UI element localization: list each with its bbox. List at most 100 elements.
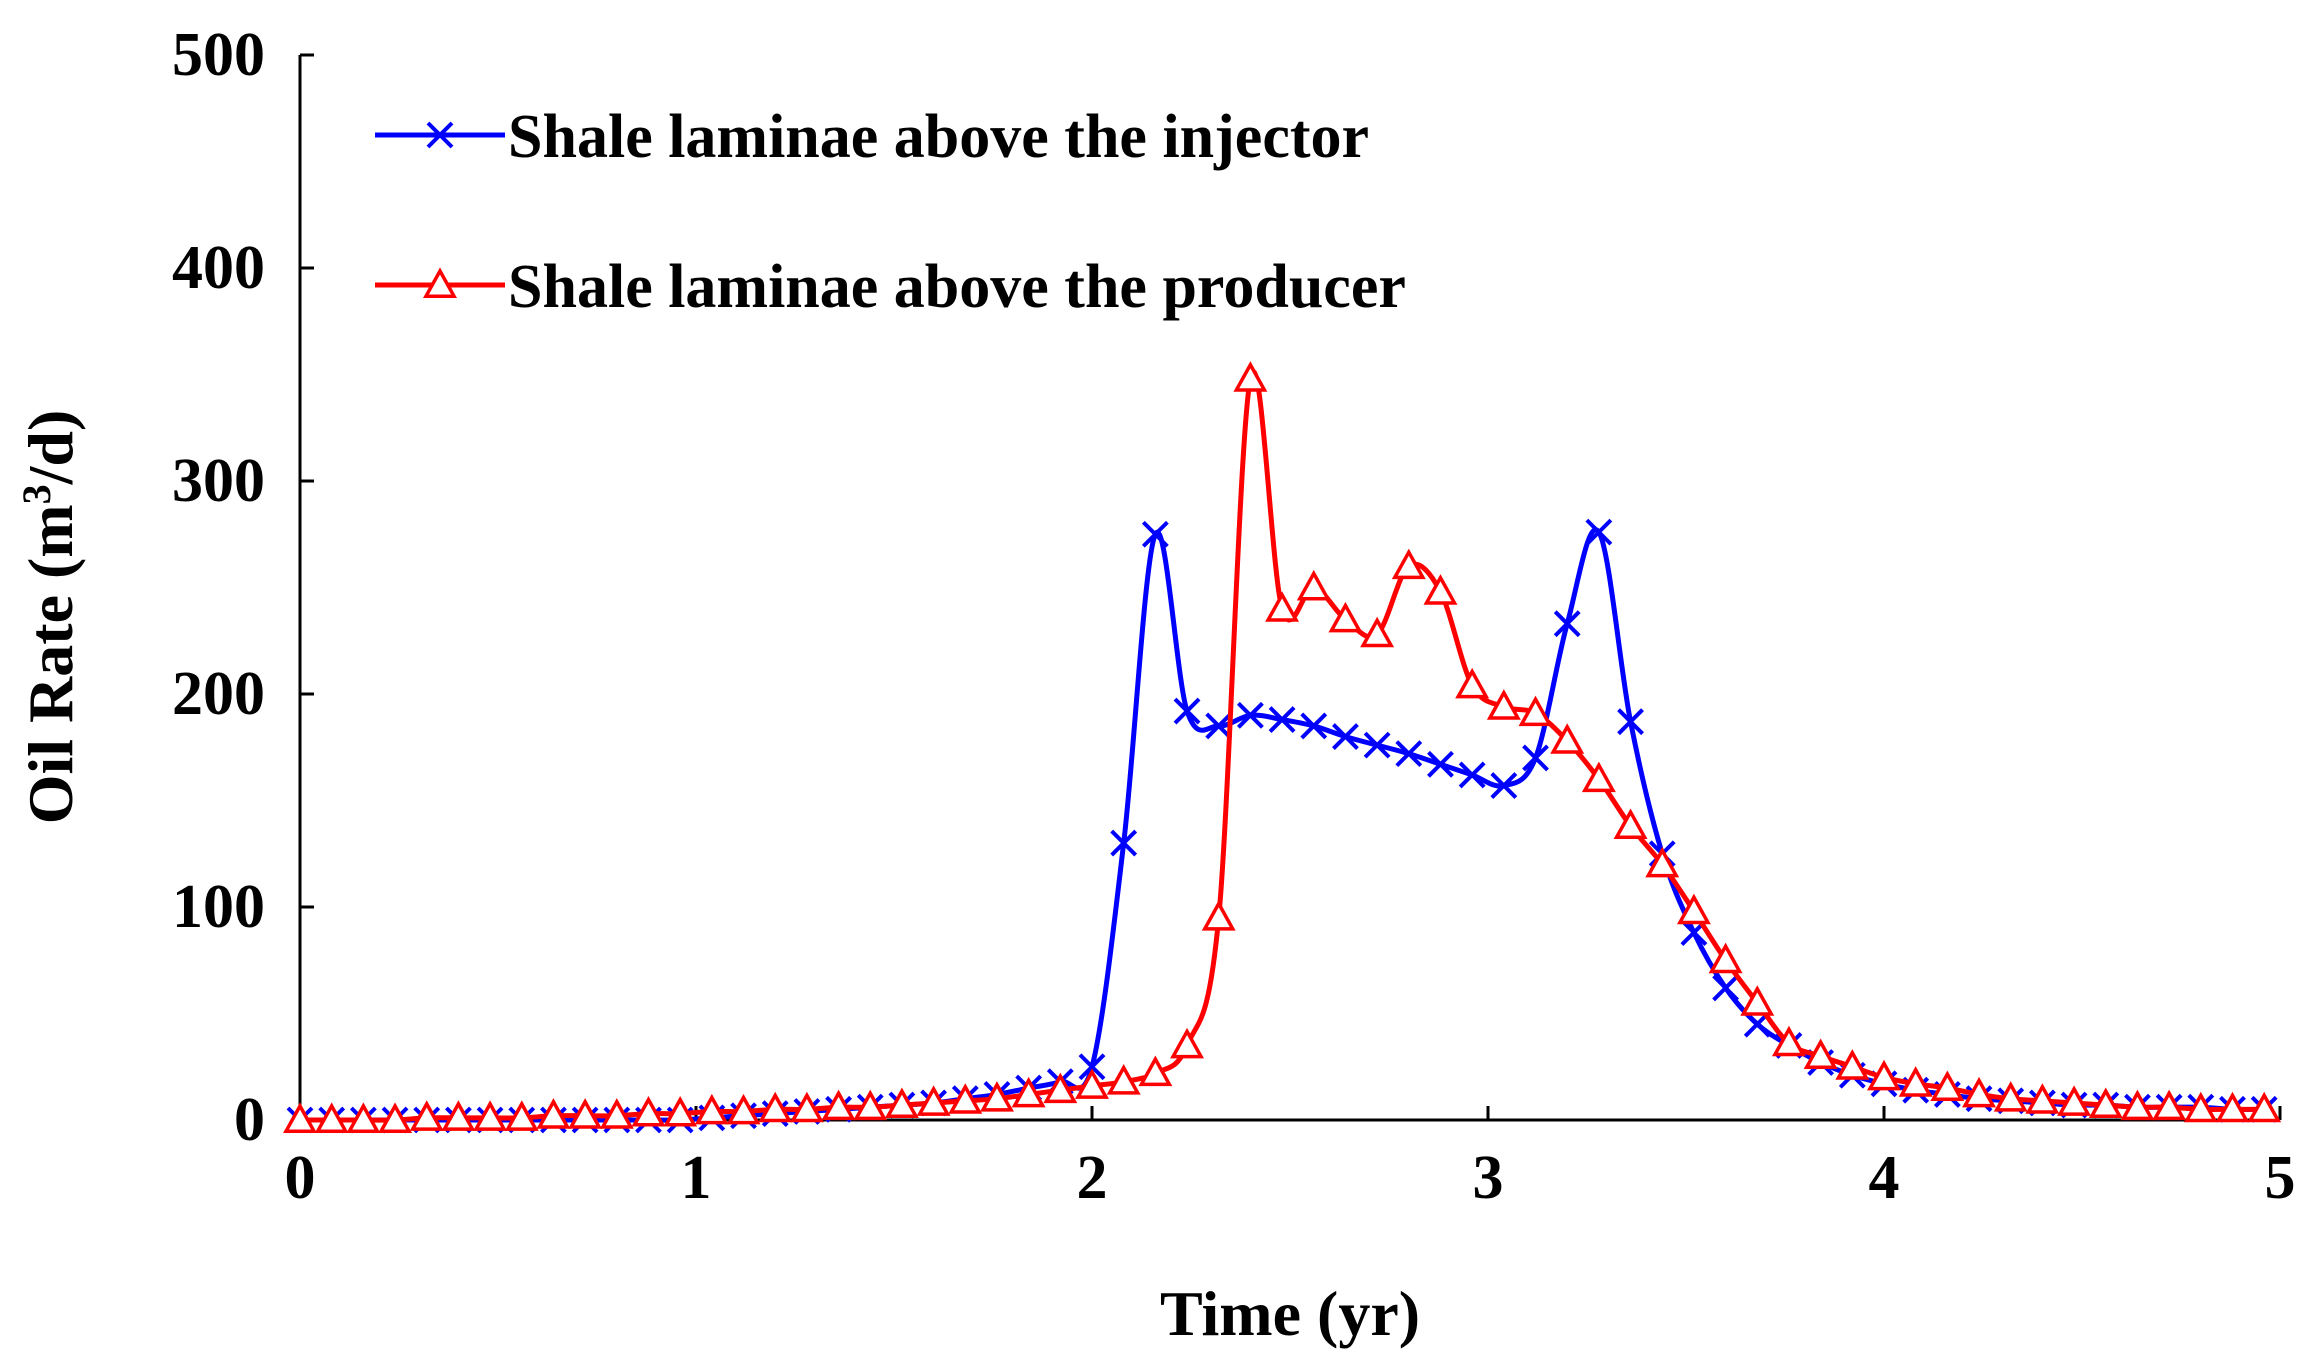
data-point xyxy=(1490,772,1518,800)
data-point xyxy=(1236,701,1264,729)
data-point xyxy=(1106,1064,1141,1095)
data-point xyxy=(1550,723,1585,754)
data-point xyxy=(504,1100,539,1131)
legend: Shale laminae above the injector Shale la… xyxy=(375,103,1406,321)
x-tick-label: 4 xyxy=(1869,1144,1900,1212)
data-point xyxy=(1712,974,1740,1002)
data-point xyxy=(631,1096,666,1127)
legend-label: Shale laminae above the injector xyxy=(508,103,1369,171)
data-point xyxy=(1363,731,1391,759)
data-point xyxy=(2025,1083,2060,1114)
data-point xyxy=(1867,1059,1901,1091)
data-point xyxy=(1771,1025,1806,1057)
x-axis-title: Time (yr) xyxy=(1160,1278,1420,1349)
data-point xyxy=(884,1087,919,1119)
data-point xyxy=(663,1096,698,1127)
legend-item: Shale laminae above the producer xyxy=(375,253,1406,321)
data-point xyxy=(2215,1091,2250,1123)
data-point xyxy=(1708,942,1743,974)
x-tick-label: 0 xyxy=(285,1144,316,1212)
data-point xyxy=(1268,706,1296,733)
data-point xyxy=(1138,1055,1173,1087)
data-point xyxy=(441,1100,476,1131)
data-point xyxy=(1518,695,1553,727)
data-point xyxy=(1170,1027,1205,1059)
data-point xyxy=(1993,1081,2028,1112)
data-point xyxy=(1043,1072,1078,1104)
data-point xyxy=(2152,1089,2187,1121)
data-point xyxy=(1173,697,1201,725)
data-point xyxy=(1423,574,1458,605)
data-point xyxy=(1645,846,1680,878)
data-point xyxy=(1803,1038,1838,1070)
y-tick-label: 400 xyxy=(172,234,265,302)
data-point xyxy=(1360,616,1395,648)
data-point xyxy=(1898,1066,1933,1097)
data-point xyxy=(1962,1076,1997,1108)
data-point xyxy=(789,1091,824,1123)
legend-marker xyxy=(423,267,457,298)
data-point xyxy=(1930,1070,1965,1101)
data-point xyxy=(1328,601,1363,633)
data-point xyxy=(1296,569,1331,601)
y-axis-title-main: Oil Rate (m xyxy=(15,504,86,824)
data-point xyxy=(1110,829,1138,857)
series-line xyxy=(300,369,2265,1123)
x-tick-label: 2 xyxy=(1077,1144,1108,1212)
data-point xyxy=(948,1083,983,1114)
data-point xyxy=(1740,985,1775,1016)
y-axis-title-superscript: 3 xyxy=(14,484,59,504)
data-point xyxy=(1205,712,1233,740)
y-tick-label: 200 xyxy=(172,660,265,728)
data-point xyxy=(1075,1068,1109,1099)
data-point xyxy=(1391,548,1426,580)
data-point xyxy=(2247,1091,2282,1123)
axes: 0 100 200 300 400 500 0 1 2 3 4 5 xyxy=(172,21,2296,1212)
data-point xyxy=(1011,1076,1046,1108)
data-point xyxy=(1676,893,1711,925)
data-point xyxy=(1835,1049,1870,1080)
data-point xyxy=(758,1091,793,1123)
data-point xyxy=(1427,750,1454,778)
legend-label: Shale laminae above the producer xyxy=(508,253,1406,321)
legend-marker xyxy=(426,121,454,149)
data-point xyxy=(2057,1085,2092,1116)
data-point xyxy=(1233,361,1268,392)
data-point xyxy=(1553,610,1581,638)
data-point xyxy=(1455,667,1490,699)
y-tick-label: 300 xyxy=(172,447,265,515)
data-point xyxy=(599,1098,634,1129)
data-point xyxy=(979,1081,1014,1112)
y-tick-label: 100 xyxy=(172,873,265,941)
data-point xyxy=(916,1085,951,1116)
data-point xyxy=(1585,518,1613,546)
data-point xyxy=(1522,744,1549,772)
data-point xyxy=(726,1093,761,1125)
x-tick-label: 5 xyxy=(2265,1144,2296,1212)
x-tick-label: 1 xyxy=(681,1144,712,1212)
data-point xyxy=(1486,689,1521,720)
data-point xyxy=(1201,900,1236,931)
data-point xyxy=(314,1102,349,1133)
data-point xyxy=(853,1089,888,1121)
data-point xyxy=(1332,723,1359,751)
data-point xyxy=(1300,712,1328,740)
data-point xyxy=(1395,740,1423,768)
data-point xyxy=(409,1100,444,1131)
series-producer xyxy=(283,361,2282,1133)
data-point xyxy=(1458,761,1486,789)
data-point xyxy=(2120,1089,2155,1121)
data-point xyxy=(346,1102,381,1133)
y-axis-title-tail: /d) xyxy=(15,410,86,486)
y-tick-label: 0 xyxy=(234,1086,265,1154)
data-point xyxy=(2088,1087,2123,1119)
data-point xyxy=(536,1098,571,1129)
data-point xyxy=(1613,808,1648,840)
data-point xyxy=(283,1102,317,1133)
data-point xyxy=(1617,708,1644,736)
data-point xyxy=(568,1098,603,1129)
data-point xyxy=(694,1093,729,1125)
data-point xyxy=(1141,520,1169,548)
